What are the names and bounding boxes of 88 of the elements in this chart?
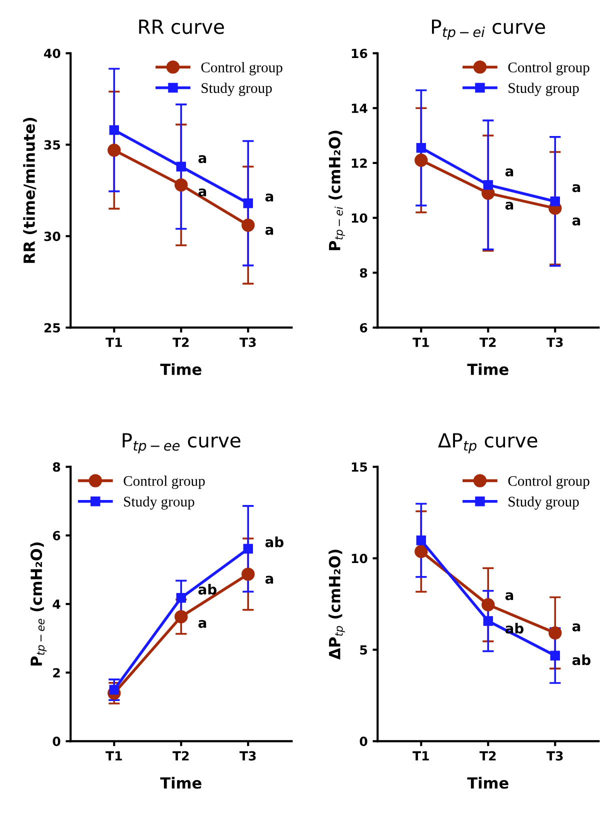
chart-title: P$_{tp−ei}$ curve xyxy=(432,20,545,40)
point xyxy=(176,592,186,603)
y-tick-label: 8 xyxy=(52,462,60,472)
y-tick-label: 16 xyxy=(352,48,368,58)
y-tick-label: 8 xyxy=(360,268,368,278)
y-tick-label: 14 xyxy=(352,104,368,113)
annotation: a xyxy=(198,188,206,196)
point xyxy=(550,650,560,660)
chart-title: P$_{tp−ee}$ curve xyxy=(122,433,240,454)
annotation: a xyxy=(505,168,514,176)
y-tick-label: 0 xyxy=(360,736,368,746)
annotation: a xyxy=(572,218,580,226)
x-tick-label: T1 xyxy=(412,751,429,760)
point xyxy=(243,198,253,208)
point xyxy=(483,616,493,626)
point xyxy=(108,144,121,157)
annotation: a xyxy=(265,576,274,584)
annotation: a xyxy=(265,194,274,202)
y-tick-label: 5 xyxy=(360,645,368,655)
y-tick-label: 15 xyxy=(352,462,368,472)
point xyxy=(414,544,428,558)
point xyxy=(109,125,120,135)
point xyxy=(242,218,255,232)
point xyxy=(548,626,562,640)
annotation: a xyxy=(198,620,206,628)
point xyxy=(174,610,188,624)
chart-title: RR curve xyxy=(139,20,224,34)
annotation: ab xyxy=(198,584,216,595)
y-tick-label: 12 xyxy=(352,158,367,168)
annotation: a xyxy=(198,155,206,164)
y-tick-label: 25 xyxy=(44,323,60,333)
point xyxy=(483,180,493,190)
x-axis-title: Time xyxy=(160,363,202,376)
x-tick-label: T3 xyxy=(546,338,563,347)
y-tick-label: 0 xyxy=(52,736,60,746)
legend-label: Control group xyxy=(508,476,590,489)
annotation: ab xyxy=(265,536,284,548)
legend-label: Study group xyxy=(508,82,579,96)
legend-label: Control group xyxy=(124,476,205,489)
x-tick-label: T2 xyxy=(480,751,496,760)
annotation: ab xyxy=(572,654,590,666)
x-tick-label: T3 xyxy=(240,751,256,761)
annotation: a xyxy=(505,592,514,600)
legend-label: Study group xyxy=(124,496,194,510)
annotation: a xyxy=(572,623,580,632)
y-tick-label: 6 xyxy=(360,323,368,333)
x-tick-label: T3 xyxy=(240,338,256,347)
y-tick-label: 10 xyxy=(352,213,368,223)
x-axis-title: Time xyxy=(467,776,508,789)
legend-label: Control group xyxy=(508,62,590,76)
legend-label: Study group xyxy=(508,496,579,510)
point xyxy=(243,544,253,554)
y-tick-label: 2 xyxy=(53,668,60,678)
annotation: a xyxy=(505,202,514,210)
y-tick-label: 6 xyxy=(52,530,60,540)
y-axis-title: P$_{tp−ee}$ (cmH₂O) xyxy=(30,542,47,666)
point xyxy=(176,162,186,172)
y-axis-title: RR (time/minute) xyxy=(23,118,37,263)
annotation: ab xyxy=(505,622,524,634)
x-tick-label: T2 xyxy=(172,751,189,760)
annotation: a xyxy=(572,184,580,192)
x-axis-title: Time xyxy=(467,363,508,376)
point xyxy=(109,684,120,695)
x-tick-label: T3 xyxy=(546,751,563,761)
y-tick-label: 4 xyxy=(52,600,60,609)
point xyxy=(242,568,255,581)
y-tick-label: 35 xyxy=(44,140,60,150)
y-tick-label: 30 xyxy=(44,232,60,242)
y-axis-title: P$_{tp−ei}$ (cmH₂O) xyxy=(328,130,345,250)
point xyxy=(174,178,188,192)
point xyxy=(416,143,426,153)
point xyxy=(550,196,560,206)
x-tick-label: T1 xyxy=(106,751,122,760)
legend-label: Control group xyxy=(201,62,282,76)
x-tick-label: T1 xyxy=(412,338,429,347)
legend-label: Study group xyxy=(202,82,272,96)
x-tick-label: T2 xyxy=(480,338,496,347)
point xyxy=(416,536,426,546)
y-tick-label: 40 xyxy=(44,48,60,58)
point xyxy=(414,154,428,167)
x-tick-label: T2 xyxy=(172,338,189,347)
y-tick-label: 10 xyxy=(352,554,368,564)
x-axis-title: Time xyxy=(160,776,202,789)
point xyxy=(482,598,495,612)
x-tick-label: T1 xyxy=(106,338,122,347)
chart-title: ΔP$_{tp}$ curve xyxy=(438,433,538,454)
y-axis-title: ΔP$_{tp}$ (cmH₂O) xyxy=(328,550,345,660)
annotation: a xyxy=(265,226,274,235)
